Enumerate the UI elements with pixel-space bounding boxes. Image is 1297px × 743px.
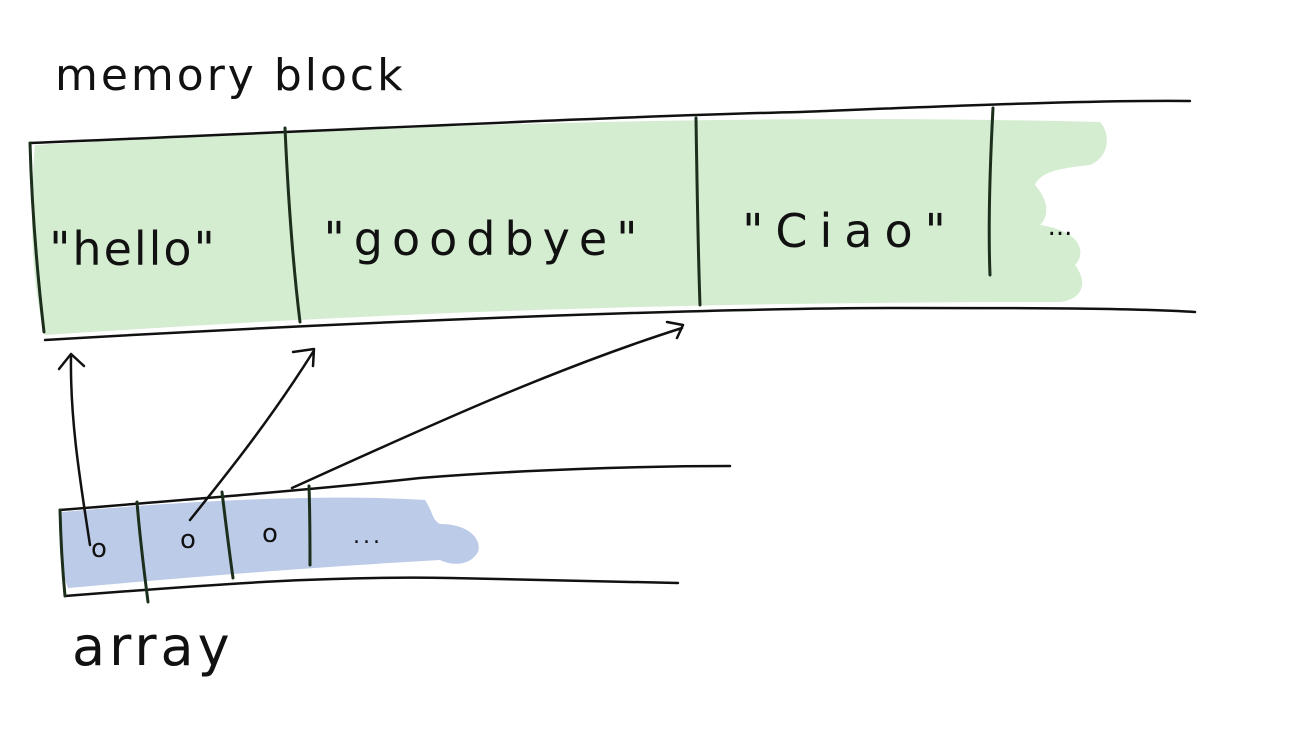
array: o o o ... array: [58, 464, 732, 678]
pointer-arrow-hello: [69, 354, 92, 547]
array-divider-2: [220, 490, 235, 580]
memory-divider-3: [987, 106, 995, 277]
memory-block-fill: [32, 119, 1107, 336]
array-top-edge: [58, 464, 732, 512]
memory-divider-1: [283, 126, 302, 324]
memory-block: "hello" "goodbye" "Ciao" ... memory bloc…: [28, 50, 1197, 342]
memory-divider-2: [694, 116, 702, 307]
array-cell-1: o: [91, 534, 107, 564]
array-cell-3: o: [262, 519, 278, 549]
pointer-arrow-ciao: [290, 326, 684, 490]
pointer-arrowhead-hello: [57, 352, 86, 371]
memory-cell-ellipsis: ...: [1048, 212, 1073, 242]
array-cell-2: o: [180, 525, 196, 555]
pointer-arrows: [57, 320, 685, 547]
memory-cell-goodbye: "goodbye": [324, 212, 647, 266]
array-divider-1: [135, 500, 150, 604]
pointer-arrowhead-goodbye: [291, 347, 316, 368]
memory-cell-hello: "hello": [49, 222, 216, 276]
memory-block-label: memory block: [55, 50, 406, 101]
array-label: array: [72, 615, 234, 678]
pointer-arrow-goodbye: [188, 350, 315, 522]
memory-block-left-edge: [28, 141, 46, 334]
memory-cell-ciao: "Ciao": [742, 204, 958, 258]
array-bottom-edge: [63, 576, 680, 598]
memory-block-bottom-edge: [43, 306, 1197, 342]
array-cell-ellipsis: ...: [353, 524, 383, 549]
memory-block-top-edge: [28, 99, 1192, 145]
array-fill: [59, 497, 479, 588]
array-divider-3: [307, 484, 312, 567]
pointer-arrowhead-ciao: [665, 320, 685, 340]
array-left-edge: [58, 508, 67, 598]
